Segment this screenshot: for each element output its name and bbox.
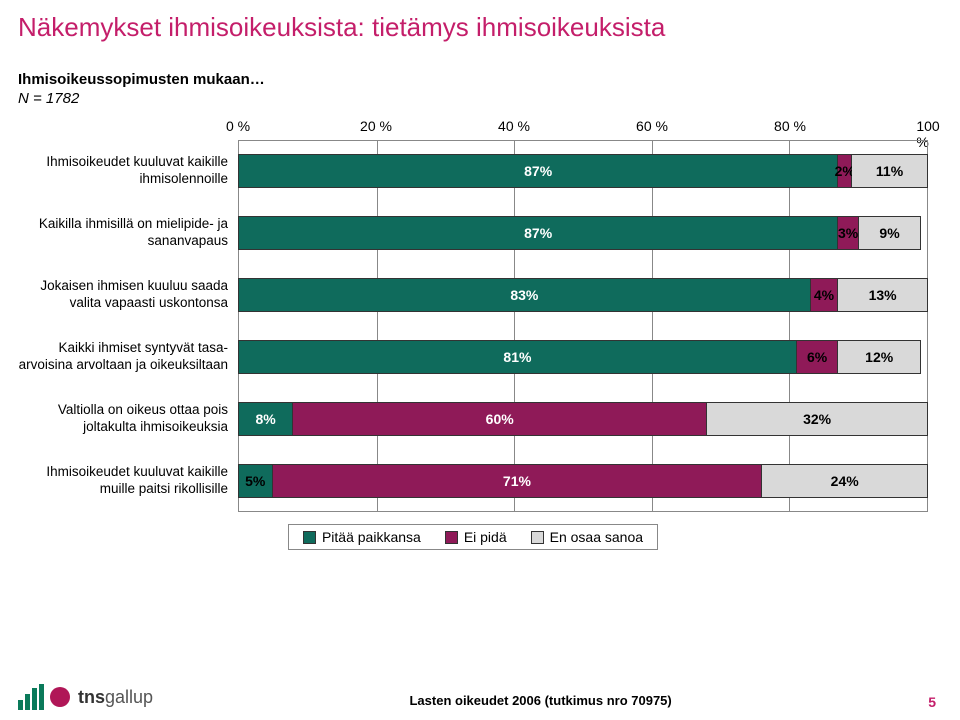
bar-segment: 4% bbox=[811, 278, 839, 312]
category-label: Kaikilla ihmisillä on mielipide- ja sana… bbox=[18, 216, 238, 250]
bar-segment: 12% bbox=[838, 340, 921, 374]
bar-segment: 60% bbox=[293, 402, 707, 436]
axis-tick: 0 % bbox=[226, 118, 250, 134]
legend-swatch-icon bbox=[445, 531, 458, 544]
x-axis: 0 %20 %40 %60 %80 %100 % bbox=[18, 118, 928, 140]
footer-caption: Lasten oikeudet 2006 (tutkimus nro 70975… bbox=[153, 693, 928, 710]
bar-track: 87%3%9% bbox=[238, 216, 928, 250]
bar-area: 81% 6% 12% bbox=[238, 326, 928, 388]
legend-label: En osaa sanoa bbox=[550, 529, 643, 545]
bar-segment: 5% bbox=[238, 464, 273, 498]
chart: 0 %20 %40 %60 %80 %100 % Ihmisoikeudet k… bbox=[18, 118, 928, 550]
bar-segment: 9% bbox=[859, 216, 921, 250]
bar-area: 87%3%9% bbox=[238, 202, 928, 264]
chart-row: Kaikilla ihmisillä on mielipide- ja sana… bbox=[18, 202, 928, 264]
bar-track: 8%60%32% bbox=[238, 402, 928, 436]
logo-text: tnsgallup bbox=[78, 687, 153, 708]
bar-track: 83%4%13% bbox=[238, 278, 928, 312]
bar-segment: 6% bbox=[797, 340, 838, 374]
legend-item: En osaa sanoa bbox=[531, 529, 643, 545]
chart-row: Kaikki ihmiset syntyvät tasa-arvoisina a… bbox=[18, 326, 928, 388]
axis-tick: 80 % bbox=[774, 118, 806, 134]
chart-row: Valtiolla on oikeus ottaa pois joltakult… bbox=[18, 388, 928, 450]
legend-swatch-icon bbox=[531, 531, 544, 544]
bar-segment-label: 4% bbox=[814, 287, 834, 303]
legend-swatch-icon bbox=[303, 531, 316, 544]
page-title: Näkemykset ihmisoikeuksista: tietämys ih… bbox=[0, 0, 960, 43]
legend-item: Ei pidä bbox=[445, 529, 507, 545]
bar-segment-label: 6% bbox=[807, 349, 827, 365]
bar-segment: 2% bbox=[838, 154, 852, 188]
bar-segment: 13% bbox=[838, 278, 928, 312]
bar-segment-label: 5% bbox=[245, 473, 265, 489]
bar-area: 87%2%11% bbox=[238, 140, 928, 202]
bar-track: 5% 71%24% bbox=[238, 464, 928, 498]
bar-segment: 81% bbox=[238, 340, 797, 374]
chart-body: Ihmisoikeudet kuuluvat kaikille ihmisole… bbox=[18, 140, 928, 512]
bar-segment-label: 3% bbox=[838, 225, 858, 241]
logo-dot-icon bbox=[50, 687, 70, 707]
chart-row: Ihmisoikeudet kuuluvat kaikille ihmisole… bbox=[18, 140, 928, 202]
bar-segment: 87% bbox=[238, 154, 838, 188]
legend: Pitää paikkansa Ei pidä En osaa sanoa bbox=[288, 524, 658, 550]
bar-area: 5% 71%24% bbox=[238, 450, 928, 512]
bar-segment: 71% bbox=[273, 464, 763, 498]
category-label: Valtiolla on oikeus ottaa pois joltakult… bbox=[18, 402, 238, 436]
bar-segment: 24% bbox=[762, 464, 928, 498]
bar-segment: 32% bbox=[707, 402, 928, 436]
legend-item: Pitää paikkansa bbox=[303, 529, 421, 545]
bar-segment: 87% bbox=[238, 216, 838, 250]
footer: tnsgallup Lasten oikeudet 2006 (tutkimus… bbox=[0, 684, 960, 710]
axis-tick: 40 % bbox=[498, 118, 530, 134]
plot-area: Ihmisoikeudet kuuluvat kaikille ihmisole… bbox=[18, 140, 928, 512]
category-label: Jokaisen ihmisen kuuluu saada valita vap… bbox=[18, 278, 238, 312]
axis-tick: 60 % bbox=[636, 118, 668, 134]
bar-segment: 11% bbox=[852, 154, 928, 188]
legend-label: Ei pidä bbox=[464, 529, 507, 545]
legend-label: Pitää paikkansa bbox=[322, 529, 421, 545]
bar-segment: 8% bbox=[238, 402, 293, 436]
bar-segment: 3% bbox=[838, 216, 859, 250]
page-number: 5 bbox=[928, 694, 936, 710]
chart-subhead: Ihmisoikeussopimusten mukaan… bbox=[0, 43, 960, 88]
category-label: Kaikki ihmiset syntyvät tasa-arvoisina a… bbox=[18, 340, 238, 374]
logo: tnsgallup bbox=[18, 684, 153, 710]
chart-row: Jokaisen ihmisen kuuluu saada valita vap… bbox=[18, 264, 928, 326]
bar-area: 8%60%32% bbox=[238, 388, 928, 450]
axis-tick: 20 % bbox=[360, 118, 392, 134]
chart-n: N = 1782 bbox=[0, 88, 960, 107]
bar-track: 81% 6% 12% bbox=[238, 340, 928, 374]
bar-track: 87%2%11% bbox=[238, 154, 928, 188]
logo-bars-icon bbox=[18, 684, 44, 710]
category-label: Ihmisoikeudet kuuluvat kaikille muille p… bbox=[18, 464, 238, 498]
bar-area: 83%4%13% bbox=[238, 264, 928, 326]
bar-segment: 83% bbox=[238, 278, 811, 312]
category-label: Ihmisoikeudet kuuluvat kaikille ihmisole… bbox=[18, 154, 238, 188]
chart-row: Ihmisoikeudet kuuluvat kaikille muille p… bbox=[18, 450, 928, 512]
